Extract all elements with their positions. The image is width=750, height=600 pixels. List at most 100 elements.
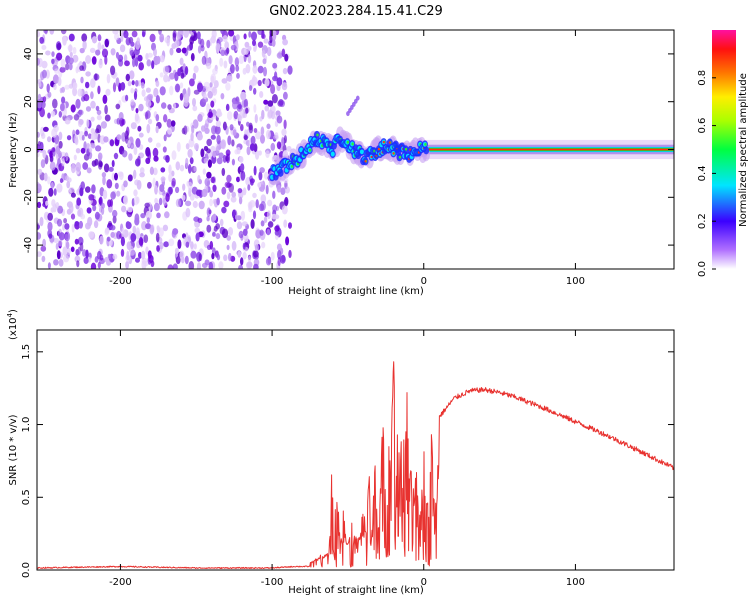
- noise-speckle: [168, 186, 173, 195]
- noise-speckle: [226, 235, 231, 241]
- noise-speckle: [134, 217, 140, 226]
- svg-text:(x104): (x104): [6, 309, 19, 340]
- y-tick-label: 1.5: [21, 344, 32, 360]
- noise-speckle: [179, 57, 184, 66]
- ridge-blob-blue: [277, 168, 284, 177]
- noise-speckle: [138, 103, 144, 112]
- noise-speckle: [155, 95, 160, 104]
- noise-speckle: [166, 118, 172, 128]
- noise-speckle: [141, 221, 147, 231]
- noise-speckle: [232, 129, 237, 136]
- noise-speckle: [277, 256, 281, 267]
- noise-speckle: [178, 30, 184, 38]
- noise-speckle: [156, 245, 161, 252]
- noise-speckle: [185, 143, 190, 150]
- noise-speckle: [90, 262, 97, 269]
- noise-speckle: [162, 224, 169, 232]
- noise-speckle: [164, 65, 170, 73]
- noise-speckle: [120, 32, 124, 42]
- noise-speckle: [74, 238, 79, 245]
- noise-speckle: [47, 136, 52, 143]
- noise-speckle: [161, 102, 167, 109]
- noise-speckle: [151, 60, 155, 70]
- noise-speckle: [138, 62, 144, 71]
- noise-speckle: [193, 166, 197, 172]
- noise-speckle: [194, 227, 201, 234]
- noise-speckle: [155, 114, 160, 122]
- noise-speckle: [68, 33, 75, 42]
- noise-speckle: [58, 232, 65, 241]
- noise-speckle: [131, 30, 138, 38]
- noise-speckle: [246, 121, 250, 127]
- noise-speckle: [92, 204, 97, 212]
- noise-speckle: [58, 131, 63, 141]
- x-tick-label: 0: [421, 276, 427, 287]
- noise-speckle: [241, 221, 248, 227]
- noise-speckle: [257, 79, 262, 87]
- noise-speckle: [59, 66, 66, 73]
- noise-speckle: [114, 182, 119, 190]
- noise-speckle: [217, 112, 220, 118]
- spectrogram-y-label: Frequency (Hz): [8, 112, 19, 188]
- noise-speckle: [281, 128, 287, 137]
- noise-speckle: [172, 263, 178, 269]
- noise-speckle: [180, 72, 185, 79]
- noise-speckle: [220, 93, 225, 100]
- noise-speckle: [196, 31, 201, 40]
- noise-speckle: [154, 185, 158, 195]
- noise-speckle: [265, 184, 269, 195]
- noise-speckle: [201, 125, 206, 132]
- noise-speckle: [174, 83, 181, 93]
- noise-speckle: [41, 45, 47, 50]
- noise-speckle: [126, 250, 130, 261]
- noise-speckle: [62, 223, 66, 231]
- noise-speckle: [185, 157, 189, 168]
- noise-speckle: [261, 49, 266, 58]
- noise-speckle: [112, 82, 117, 93]
- noise-speckle: [204, 177, 211, 187]
- noise-speckle: [272, 62, 278, 69]
- noise-speckle: [248, 124, 254, 134]
- noise-speckle: [48, 233, 53, 239]
- noise-speckle: [80, 147, 86, 154]
- noise-speckle: [77, 209, 82, 217]
- snr-multiplier-base: (x10: [8, 317, 19, 340]
- noise-speckle: [101, 48, 109, 58]
- noise-speckle: [97, 34, 102, 42]
- noise-speckle: [82, 40, 87, 50]
- noise-speckle: [236, 176, 240, 183]
- noise-speckle: [43, 126, 49, 132]
- noise-speckle: [156, 55, 161, 65]
- noise-speckle: [76, 260, 80, 268]
- noise-speckle: [238, 55, 244, 64]
- noise-speckle: [106, 73, 111, 84]
- noise-speckle: [64, 233, 69, 241]
- noise-speckle: [75, 66, 79, 74]
- noise-speckle: [222, 35, 228, 43]
- noise-speckle: [230, 64, 235, 74]
- spectrogram-signal-ridge: [268, 95, 674, 186]
- noise-speckle: [112, 253, 118, 260]
- noise-speckle: [75, 98, 81, 109]
- noise-speckle: [72, 87, 78, 97]
- x-tick-label: -200: [109, 276, 132, 287]
- noise-speckle: [125, 261, 129, 269]
- noise-speckle: [260, 220, 265, 227]
- noise-speckle: [220, 139, 227, 150]
- noise-speckle: [79, 242, 84, 252]
- noise-speckle: [243, 234, 249, 243]
- noise-speckle: [175, 256, 181, 265]
- y-tick-label: 40: [23, 48, 34, 61]
- noise-speckle: [179, 164, 185, 172]
- noise-speckle: [267, 109, 273, 118]
- noise-speckle: [162, 146, 167, 153]
- noise-speckle: [243, 47, 249, 55]
- noise-speckle: [215, 43, 221, 53]
- noise-speckle: [219, 218, 224, 227]
- noise-speckle: [91, 143, 96, 149]
- noise-speckle: [283, 119, 287, 130]
- noise-speckle: [160, 176, 166, 182]
- ridge-blob-blue: [423, 146, 430, 155]
- noise-speckle: [102, 94, 108, 105]
- noise-speckle: [141, 89, 146, 97]
